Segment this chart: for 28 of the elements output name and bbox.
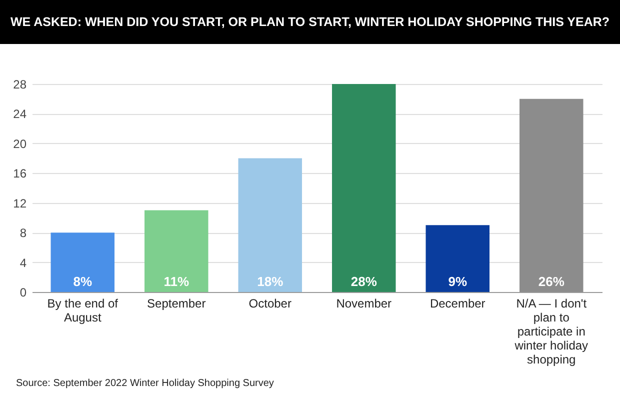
x-tick-label: December — [430, 296, 486, 310]
y-tick-label: 4 — [20, 256, 27, 270]
bar — [332, 84, 396, 292]
y-tick-label: 28 — [13, 78, 27, 92]
data-label: 11% — [164, 274, 190, 289]
x-tick-label: September — [147, 296, 206, 310]
data-label: 28% — [350, 274, 378, 289]
x-tick-label: October — [248, 296, 292, 310]
data-label: 18% — [257, 274, 284, 289]
y-tick-label: 0 — [20, 286, 27, 300]
bar — [144, 210, 208, 292]
data-label: 9% — [448, 274, 468, 289]
y-tick-label: 16 — [13, 166, 27, 181]
x-tick-label: N/A — I don't plan to participate in winter holiday shopping — [514, 296, 588, 366]
data-label: 26% — [538, 274, 565, 289]
bar — [238, 158, 302, 292]
bar — [426, 225, 490, 292]
bar — [50, 232, 114, 292]
chart-title: WE ASKED: WHEN DID YOU START, OR PLAN TO START, WINTER HOLIDAY SHOPPING THIS YEAR? — [10, 14, 610, 31]
bar — [520, 98, 584, 292]
y-tick-label: 12 — [13, 196, 27, 210]
x-tick-label: By the end of August — [47, 296, 119, 324]
x-tick-label: November — [336, 296, 392, 310]
y-tick-label: 20 — [13, 136, 27, 151]
y-tick-label: 8 — [20, 226, 27, 240]
data-label: 8% — [73, 274, 92, 289]
source-note: Source: September 2022 Winter Holiday Shopping Survey — [16, 378, 274, 389]
y-tick-label: 24 — [13, 107, 27, 122]
